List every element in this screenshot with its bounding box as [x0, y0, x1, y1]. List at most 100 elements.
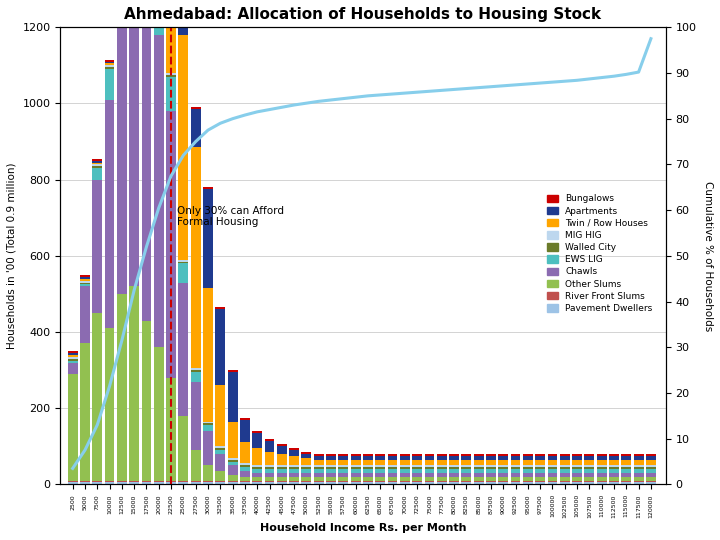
- Bar: [646, 456, 656, 460]
- Bar: [523, 456, 533, 460]
- Bar: [425, 473, 434, 477]
- Bar: [228, 458, 238, 460]
- Bar: [486, 481, 496, 483]
- Bar: [621, 469, 631, 473]
- Bar: [80, 282, 90, 285]
- Bar: [413, 477, 422, 481]
- Bar: [80, 277, 90, 279]
- Bar: [437, 477, 446, 481]
- Bar: [547, 469, 557, 473]
- Bar: [215, 448, 225, 450]
- Bar: [425, 483, 434, 484]
- Bar: [338, 465, 348, 467]
- Bar: [535, 454, 545, 456]
- Y-axis label: Cumulative % of Households: Cumulative % of Households: [703, 181, 713, 331]
- Bar: [240, 418, 250, 420]
- Bar: [351, 454, 361, 456]
- Bar: [498, 481, 508, 483]
- Bar: [92, 180, 102, 313]
- Bar: [166, 75, 176, 77]
- Bar: [597, 473, 607, 477]
- Bar: [228, 372, 238, 422]
- Bar: [449, 454, 459, 456]
- Bar: [498, 454, 508, 456]
- Bar: [191, 147, 201, 368]
- Bar: [240, 442, 250, 463]
- Bar: [609, 469, 619, 473]
- Bar: [289, 477, 299, 481]
- Bar: [92, 163, 102, 164]
- Bar: [400, 456, 410, 460]
- Bar: [634, 467, 644, 469]
- Bar: [68, 353, 78, 355]
- Bar: [547, 467, 557, 469]
- Bar: [425, 467, 434, 469]
- Bar: [621, 483, 631, 484]
- Bar: [80, 286, 90, 343]
- Bar: [264, 473, 274, 477]
- Bar: [646, 477, 656, 481]
- Bar: [462, 473, 472, 477]
- Bar: [585, 454, 594, 456]
- Bar: [215, 307, 225, 309]
- Bar: [80, 483, 90, 484]
- Bar: [92, 168, 102, 180]
- Bar: [387, 477, 397, 481]
- Bar: [264, 452, 274, 465]
- Bar: [92, 160, 102, 163]
- Bar: [363, 483, 373, 484]
- Bar: [387, 465, 397, 467]
- Bar: [413, 469, 422, 473]
- Bar: [302, 454, 311, 458]
- Bar: [252, 431, 262, 433]
- Bar: [203, 189, 213, 288]
- Bar: [375, 465, 385, 467]
- Bar: [154, 347, 163, 481]
- Bar: [535, 469, 545, 473]
- Bar: [646, 469, 656, 473]
- Bar: [585, 477, 594, 481]
- Bar: [363, 467, 373, 469]
- Bar: [646, 460, 656, 465]
- Bar: [437, 473, 446, 477]
- Bar: [363, 465, 373, 467]
- Bar: [314, 454, 323, 456]
- Bar: [597, 467, 607, 469]
- Bar: [498, 469, 508, 473]
- Bar: [449, 477, 459, 481]
- Bar: [634, 473, 644, 477]
- Text: Only 30% can Afford
Formal Housing: Only 30% can Afford Formal Housing: [177, 206, 284, 227]
- Bar: [215, 483, 225, 484]
- Bar: [646, 483, 656, 484]
- Bar: [215, 446, 225, 448]
- Bar: [375, 477, 385, 481]
- Bar: [289, 473, 299, 477]
- Bar: [68, 481, 78, 483]
- Bar: [486, 467, 496, 469]
- Bar: [314, 460, 323, 465]
- Bar: [130, 481, 139, 483]
- Bar: [252, 448, 262, 465]
- Bar: [302, 481, 311, 483]
- Bar: [203, 426, 213, 431]
- Bar: [560, 477, 570, 481]
- Bar: [228, 483, 238, 484]
- Bar: [104, 64, 114, 65]
- Bar: [621, 456, 631, 460]
- Bar: [572, 473, 582, 477]
- Bar: [191, 368, 201, 370]
- Bar: [375, 454, 385, 456]
- Bar: [363, 456, 373, 460]
- Bar: [523, 467, 533, 469]
- Bar: [142, 483, 151, 484]
- Bar: [572, 477, 582, 481]
- Bar: [203, 422, 213, 423]
- Bar: [68, 362, 78, 374]
- Bar: [400, 469, 410, 473]
- Bar: [585, 456, 594, 460]
- Bar: [326, 460, 336, 465]
- Bar: [597, 481, 607, 483]
- Bar: [203, 431, 213, 465]
- Bar: [277, 477, 287, 481]
- Bar: [634, 481, 644, 483]
